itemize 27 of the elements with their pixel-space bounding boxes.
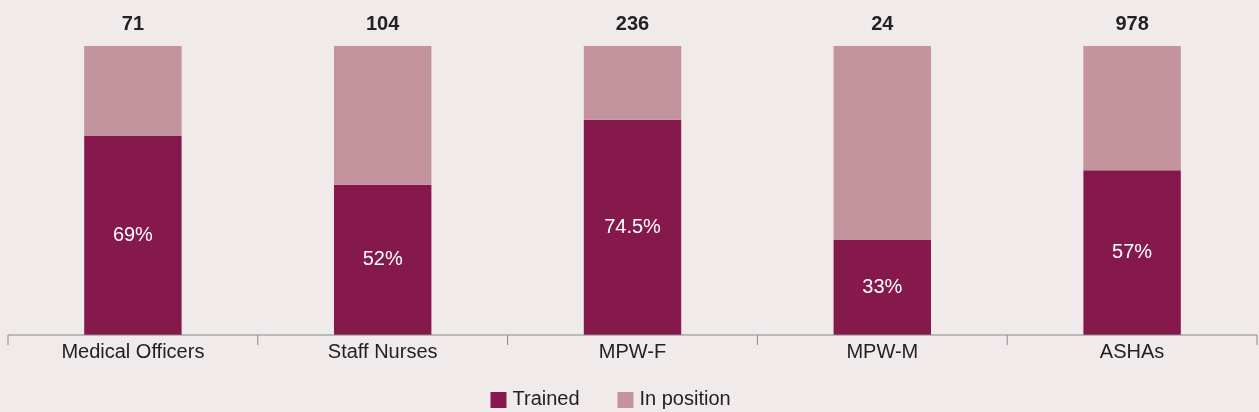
bar [1083, 46, 1181, 171]
data-label: 33% [862, 274, 903, 297]
data-label: 57% [1112, 239, 1153, 262]
bar [1083, 170, 1181, 335]
x-tick-label: MPW-F [598, 340, 667, 362]
annotation: 236 [615, 12, 650, 34]
data-label: 52% [362, 247, 403, 270]
data-label: 69% [112, 222, 154, 245]
x-tick-label: Staff Nurses [327, 340, 438, 362]
legend-label: Trained [512, 387, 580, 410]
legend-label: In position [639, 387, 731, 410]
bar [833, 239, 932, 335]
x-tick-label: MPW-M [846, 340, 919, 362]
bar [84, 135, 182, 335]
data-label: 74.5% [604, 214, 662, 237]
bar [333, 184, 432, 335]
bar [333, 46, 432, 185]
bar [833, 46, 932, 240]
bar [84, 46, 182, 136]
annotation: 24 [871, 12, 895, 34]
bar [583, 119, 682, 335]
x-tick-label: ASHAs [1099, 340, 1165, 362]
annotation: 71 [121, 12, 145, 34]
annotation: 104 [366, 12, 401, 34]
x-tick-label: Medical Officers [61, 340, 205, 362]
annotation: 978 [1115, 12, 1149, 34]
bar [583, 46, 682, 120]
